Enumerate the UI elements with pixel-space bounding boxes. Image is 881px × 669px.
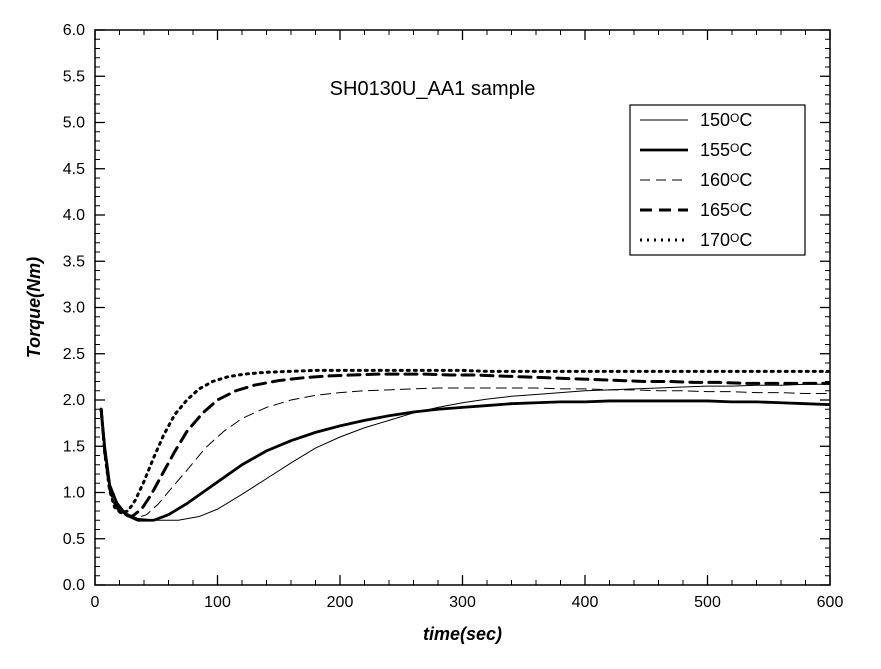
x-tick-label: 500 bbox=[694, 594, 721, 611]
legend-label: 160OC bbox=[700, 170, 752, 190]
y-tick-label: 3.0 bbox=[63, 300, 85, 317]
y-tick-label: 1.0 bbox=[63, 485, 85, 502]
legend-label: 170OC bbox=[700, 230, 752, 250]
y-tick-label: 5.0 bbox=[63, 115, 85, 132]
y-tick-label: 0.5 bbox=[63, 531, 85, 548]
y-tick-label: 2.5 bbox=[63, 346, 85, 363]
x-tick-label: 200 bbox=[327, 594, 354, 611]
chart-title: SH0130U_AA1 sample bbox=[330, 78, 536, 100]
legend-label: 155OC bbox=[700, 140, 752, 160]
chart-svg: 0 100 200 300 400 500 600 0.0 0.5 1.0 1.5 2.0 2.5 3.0… bbox=[0, 0, 881, 669]
legend-label: 150OC bbox=[700, 110, 752, 130]
y-tick-label: 5.5 bbox=[63, 68, 85, 85]
y-tick-label: 4.0 bbox=[63, 207, 85, 224]
y-tick-label: 0.0 bbox=[63, 577, 85, 594]
x-axis-label: time(sec) bbox=[423, 624, 502, 644]
y-axis-label: Torque(Nm) bbox=[24, 257, 44, 358]
y-tick-label: 4.5 bbox=[63, 161, 85, 178]
legend-label: 165OC bbox=[700, 200, 752, 220]
torque-time-chart: 0 100 200 300 400 500 600 0.0 0.5 1.0 1.5 2.0 2.5 3.0… bbox=[0, 0, 881, 669]
y-tick-label: 2.0 bbox=[63, 392, 85, 409]
x-tick-label: 600 bbox=[817, 594, 844, 611]
y-tick-label: 3.5 bbox=[63, 253, 85, 270]
y-tick-label: 6.0 bbox=[63, 22, 85, 39]
x-tick-label: 300 bbox=[449, 594, 476, 611]
y-tick-label: 1.5 bbox=[63, 438, 85, 455]
x-tick-label: 100 bbox=[204, 594, 231, 611]
x-tick-label: 400 bbox=[572, 594, 599, 611]
x-tick-label: 0 bbox=[91, 594, 100, 611]
